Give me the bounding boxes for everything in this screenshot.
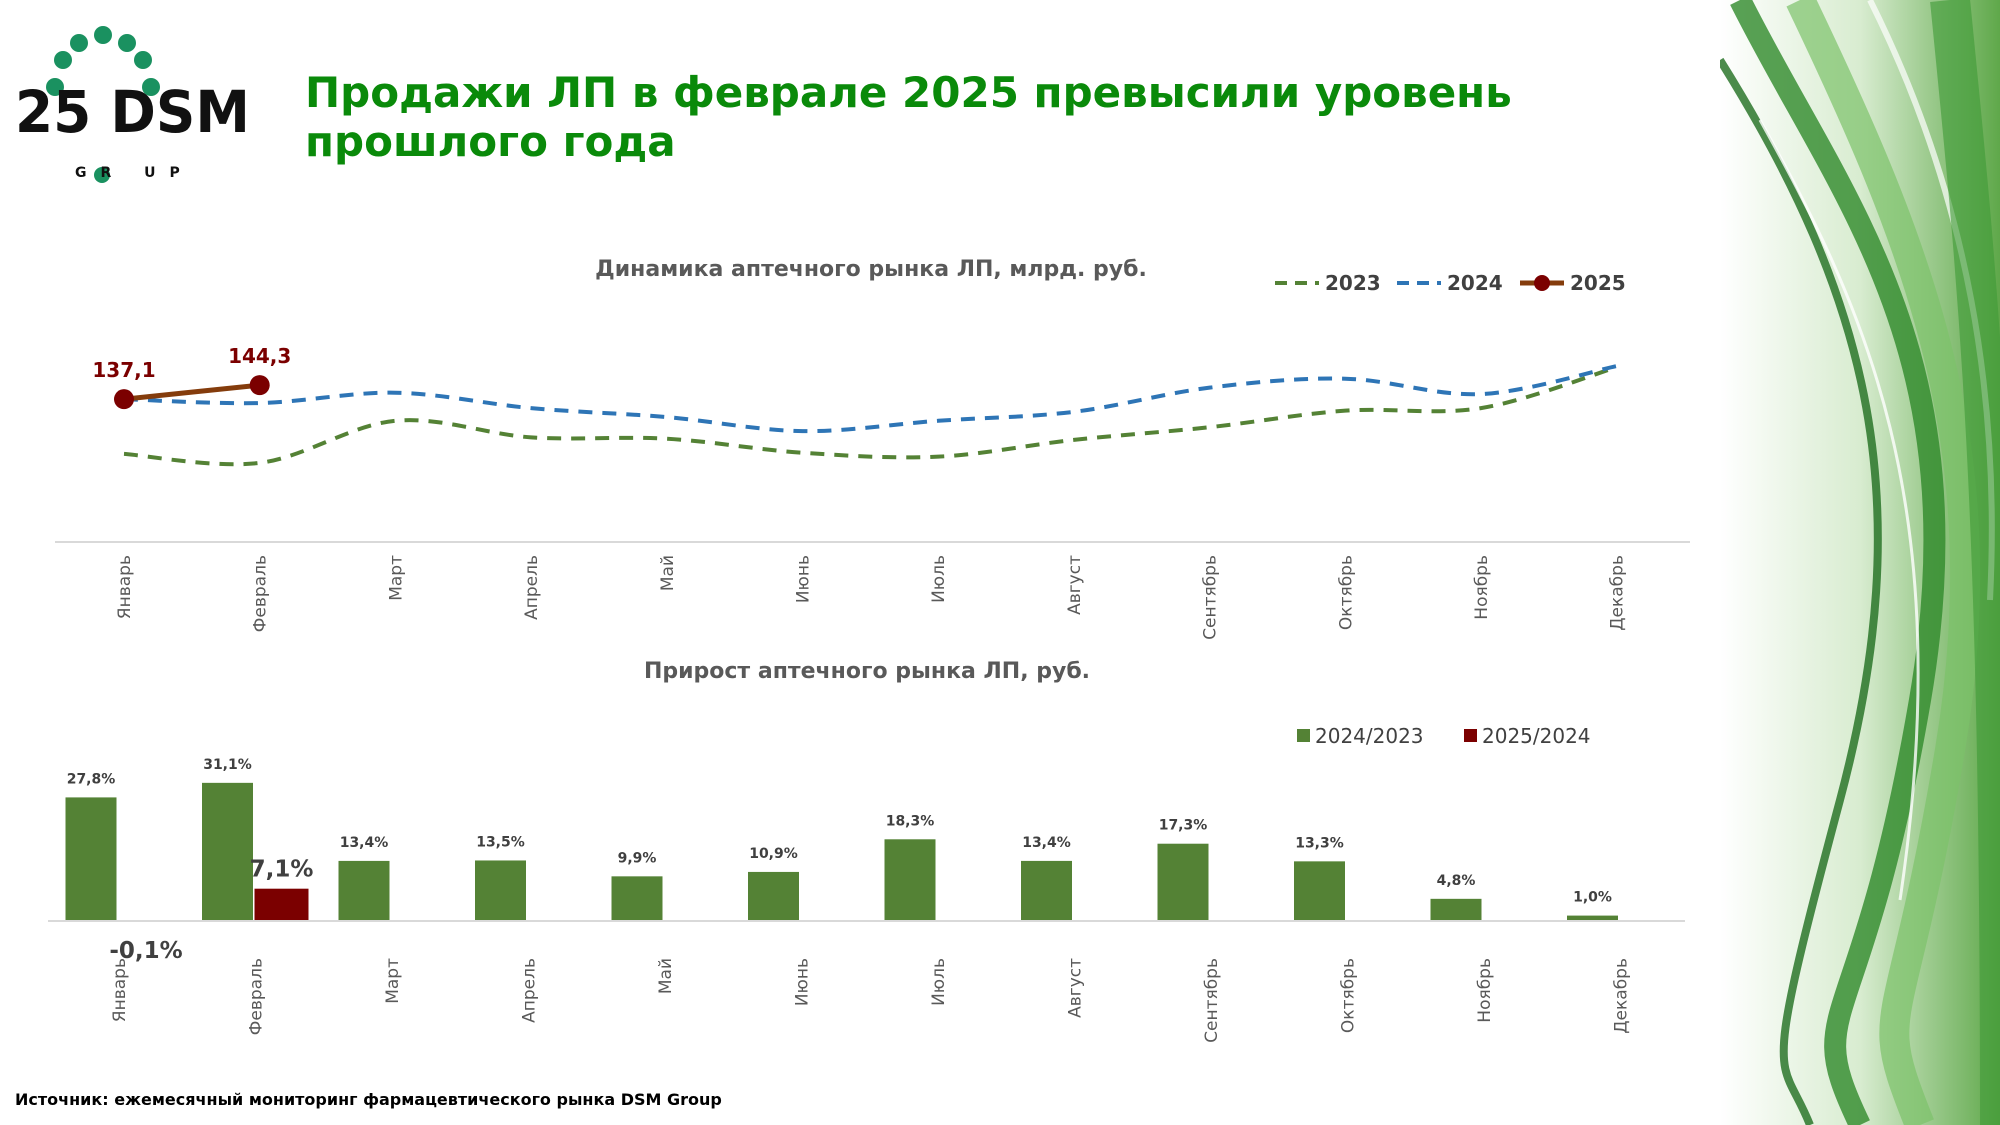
x-tick-label: Февраль bbox=[247, 958, 267, 1035]
legend-marker-icon bbox=[1534, 275, 1550, 291]
x-tick-label: Июль bbox=[929, 555, 949, 603]
bar-2024-2023 bbox=[338, 860, 390, 920]
legend-label-2024: 2024 bbox=[1447, 271, 1503, 295]
bar-chart-legend: 2024/2023 2025/2024 bbox=[1297, 724, 1591, 748]
x-tick-label: Ноябрь bbox=[1472, 555, 1492, 620]
x-tick-label: Январь bbox=[115, 555, 135, 619]
bar-value-label: 10,9% bbox=[749, 846, 798, 862]
bar-2024-2023 bbox=[1021, 860, 1072, 920]
bar-chart: Прирост аптечного рынка ЛП, руб. 2024/20… bbox=[48, 659, 1685, 1043]
x-tick-label: Декабрь bbox=[1608, 555, 1628, 631]
line-chart-legend: 2023 2024 2025 bbox=[1275, 271, 1626, 295]
bar-2025-2024 bbox=[254, 888, 309, 920]
bar-2024-2023 bbox=[202, 782, 253, 920]
bar-2024-2023 bbox=[475, 860, 526, 920]
x-tick-label: Май bbox=[658, 555, 678, 591]
x-tick-label: Сентябрь bbox=[1201, 555, 1221, 640]
x-tick-label: Май bbox=[656, 958, 676, 994]
data-label: 137,1 bbox=[92, 358, 155, 382]
bar-value-label-2025: -0,1% bbox=[109, 938, 182, 964]
x-tick-label: Сентябрь bbox=[1202, 958, 1222, 1043]
bar-value-label: 13,5% bbox=[476, 834, 525, 850]
bar-chart-title: Прирост аптечного рынка ЛП, руб. bbox=[644, 659, 1090, 684]
bar-2024-2023 bbox=[1567, 915, 1618, 920]
x-tick-label: Март bbox=[383, 958, 403, 1004]
bar-2024-2023 bbox=[748, 871, 799, 920]
x-tick-label: Август bbox=[1066, 958, 1086, 1018]
line-chart-title: Динамика аптечного рынка ЛП, млрд. руб. bbox=[595, 257, 1147, 282]
legend-label: 2025/2024 bbox=[1482, 724, 1591, 748]
svg-text:GR UP: GR UP bbox=[75, 165, 194, 181]
svg-text:25 DSM: 25 DSM bbox=[15, 78, 250, 146]
bar-value-label: 13,3% bbox=[1295, 835, 1344, 851]
source-note: Источник: ежемесячный мониторинг фармаце… bbox=[15, 1090, 722, 1109]
bar-value-label: 27,8% bbox=[67, 771, 116, 787]
series-line-2024 bbox=[123, 364, 1618, 434]
bar-value-label: 4,8% bbox=[1437, 873, 1476, 889]
page-title: Продажи ЛП в феврале 2025 превысили уров… bbox=[305, 68, 1512, 166]
bar-value-label: 9,9% bbox=[618, 850, 657, 866]
bar-value-label: 1,0% bbox=[1573, 890, 1612, 906]
legend-swatch-2024/2023 bbox=[1297, 729, 1310, 742]
x-tick-label: Октябрь bbox=[1339, 958, 1359, 1033]
legend-label: 2024/2023 bbox=[1315, 724, 1424, 748]
bar-value-label: 31,1% bbox=[203, 757, 252, 773]
x-tick-label: Июль bbox=[929, 958, 949, 1006]
x-tick-label: Апрель bbox=[522, 555, 542, 620]
decorative-green-swirl bbox=[1720, 0, 2000, 1125]
x-tick-label: Июнь bbox=[793, 958, 813, 1006]
x-tick-label: Ноябрь bbox=[1475, 958, 1495, 1023]
dsm-group-logo: 25 DSM GR UP bbox=[15, 26, 250, 183]
legend-label-2025: 2025 bbox=[1570, 271, 1626, 295]
x-tick-label: Октябрь bbox=[1336, 555, 1356, 630]
x-tick-label: Декабрь bbox=[1612, 958, 1632, 1034]
bar-2024-2023 bbox=[1430, 898, 1482, 920]
bar-2024-2023 bbox=[65, 797, 117, 920]
bar-2024-2023 bbox=[611, 876, 663, 920]
x-tick-label: Март bbox=[386, 555, 406, 601]
x-tick-label: Апрель bbox=[520, 958, 540, 1023]
bar-value-label: 17,3% bbox=[1159, 818, 1208, 834]
line-chart: Динамика аптечного рынка ЛП, млрд. руб. … bbox=[55, 257, 1690, 640]
data-point-2025-1 bbox=[249, 375, 270, 396]
bar-value-label: 13,4% bbox=[340, 835, 389, 851]
bar-2024-2023 bbox=[884, 839, 936, 920]
x-tick-label: Январь bbox=[110, 958, 130, 1022]
x-tick-label: Август bbox=[1065, 555, 1085, 615]
bar-value-label: 13,4% bbox=[1022, 835, 1071, 851]
bar-2024-2023 bbox=[1294, 861, 1345, 920]
bar-value-label: 18,3% bbox=[886, 813, 935, 829]
bar-2024-2023 bbox=[1157, 843, 1209, 920]
legend-label-2023: 2023 bbox=[1325, 271, 1381, 295]
series-line-2023 bbox=[123, 365, 1618, 467]
series-line-2025 bbox=[123, 382, 260, 402]
data-label: 144,3 bbox=[228, 344, 291, 368]
x-tick-label: Июнь bbox=[794, 555, 814, 603]
data-point-2025-0 bbox=[114, 389, 134, 410]
x-tick-label: Февраль bbox=[251, 555, 271, 632]
bar-value-label-2025: 7,1% bbox=[250, 857, 314, 883]
legend-swatch-2025/2024 bbox=[1464, 729, 1477, 742]
